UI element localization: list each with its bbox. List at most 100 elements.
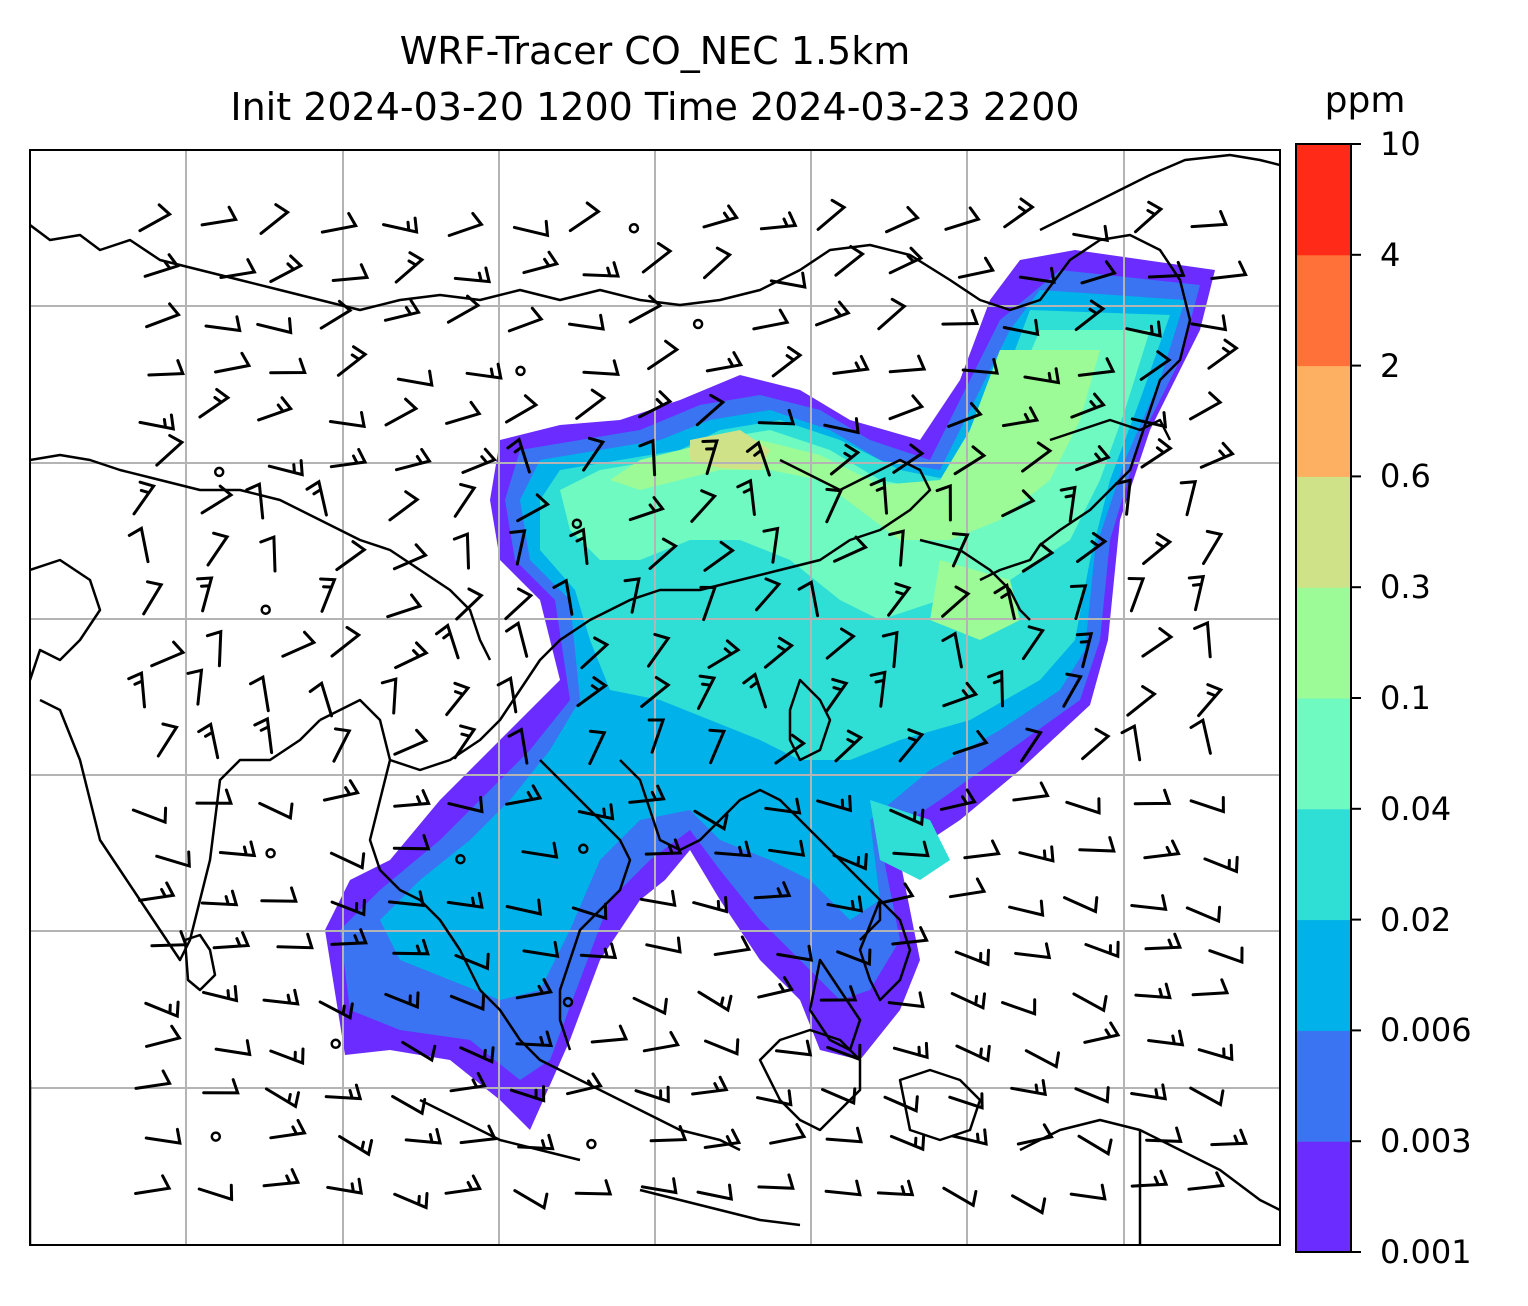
- wind-barb: [582, 261, 621, 278]
- wind-barb: [571, 902, 608, 921]
- wind-barb: [308, 680, 333, 718]
- wind-barb: [1191, 978, 1230, 997]
- wind-barb: [580, 636, 610, 670]
- wind-barb: [736, 478, 756, 516]
- wind-barb: [1010, 1079, 1047, 1097]
- wind-barb: [150, 930, 188, 948]
- wind-barb: [769, 1123, 807, 1145]
- wind-barb: [145, 1024, 182, 1048]
- wind-barb: [869, 476, 888, 515]
- wind-barb: [214, 1039, 252, 1057]
- wind-barb: [338, 1135, 374, 1157]
- wind-barb: [257, 396, 294, 422]
- wind-barb: [634, 1085, 670, 1104]
- wind-barb: [326, 1177, 364, 1195]
- wind-barb: [196, 576, 214, 613]
- wind-barb: [757, 976, 795, 999]
- wind-barb: [249, 674, 270, 713]
- wind-barb: [392, 834, 431, 851]
- wind-barb: [1078, 836, 1116, 853]
- wind-barb: [693, 809, 729, 832]
- wind-barb: [955, 1044, 991, 1063]
- wind-barb: [1021, 625, 1046, 661]
- wind-barb: [435, 623, 460, 660]
- wind-barb: [134, 1069, 172, 1090]
- wind-barb: [647, 339, 680, 371]
- wind-barb: [1125, 320, 1162, 338]
- wind-barb: [393, 789, 431, 808]
- wind-barb: [1020, 727, 1043, 763]
- wind-barb: [1018, 845, 1055, 863]
- wind-barb: [582, 359, 620, 377]
- wind-barbs: [127, 197, 1248, 1215]
- wind-barb: [576, 676, 608, 708]
- wind-barb: [267, 459, 304, 477]
- wind-barb: [329, 448, 368, 469]
- wind-barb: [832, 853, 868, 871]
- wind-barb: [826, 895, 864, 913]
- wind-barb: [138, 203, 173, 233]
- wind-barb: [155, 850, 191, 869]
- wind-barb: [888, 394, 925, 421]
- wind-barb: [449, 993, 486, 1012]
- wind-barb: [214, 351, 252, 374]
- wind-barb: [330, 898, 366, 917]
- colorbar-segment: [1296, 919, 1351, 1031]
- wind-barb: [1202, 529, 1224, 565]
- wind-barb: [276, 932, 314, 950]
- wind-barb: [797, 579, 820, 618]
- wind-barb: [1074, 299, 1106, 332]
- wind-barb: [380, 677, 398, 715]
- wind-barb: [393, 728, 429, 756]
- wind-barb: [332, 727, 352, 763]
- wind-barb: [396, 369, 434, 387]
- wind-barb: [566, 1072, 603, 1096]
- wind-barb: [1197, 683, 1224, 718]
- wind-barb: [1003, 197, 1035, 229]
- wind-barb: [639, 889, 677, 908]
- wind-calm-marker: [692, 318, 704, 330]
- wind-barb: [836, 948, 872, 967]
- wind-barb: [883, 1095, 919, 1114]
- wind-barb: [941, 631, 963, 669]
- wind-barb: [260, 886, 298, 903]
- wind-barb: [1016, 1123, 1054, 1146]
- wind-barb: [319, 299, 353, 330]
- wind-barb: [1210, 1128, 1248, 1147]
- wind-barb: [701, 439, 719, 476]
- wind-barb: [825, 627, 856, 660]
- wind-barb: [588, 729, 607, 766]
- wind-barb: [1127, 577, 1146, 613]
- wind-barb: [195, 788, 233, 805]
- colorbar-unit: ppm: [1324, 80, 1406, 121]
- wind-barb: [641, 241, 673, 274]
- wind-barb: [642, 1031, 681, 1053]
- wind-barb: [392, 543, 429, 571]
- wind-calm-marker: [515, 365, 526, 377]
- wind-barb: [144, 1127, 182, 1145]
- wind-barb: [453, 724, 477, 760]
- wind-barb: [1076, 531, 1108, 563]
- colorbar-segment: [1296, 1141, 1351, 1253]
- wind-barb: [695, 393, 726, 427]
- wind-barb: [1001, 489, 1036, 518]
- wind-barb: [825, 1126, 863, 1144]
- wind-calm-marker: [571, 518, 583, 529]
- coastlines: [30, 153, 1280, 1245]
- wind-barb: [942, 681, 979, 708]
- wind-barb: [1023, 367, 1061, 385]
- wind-barb: [330, 625, 362, 658]
- wind-barb: [703, 246, 733, 280]
- wind-barb: [392, 938, 430, 956]
- wind-barb: [638, 438, 657, 477]
- wind-barb: [245, 481, 265, 520]
- wind-barb: [132, 480, 157, 516]
- wind-calm-marker: [628, 222, 640, 234]
- wind-barb: [1199, 441, 1236, 469]
- wind-barb: [834, 245, 866, 277]
- wind-barb: [690, 489, 718, 523]
- wind-barb: [281, 630, 317, 658]
- wind-barb: [1059, 485, 1077, 523]
- wind-barb: [891, 926, 929, 946]
